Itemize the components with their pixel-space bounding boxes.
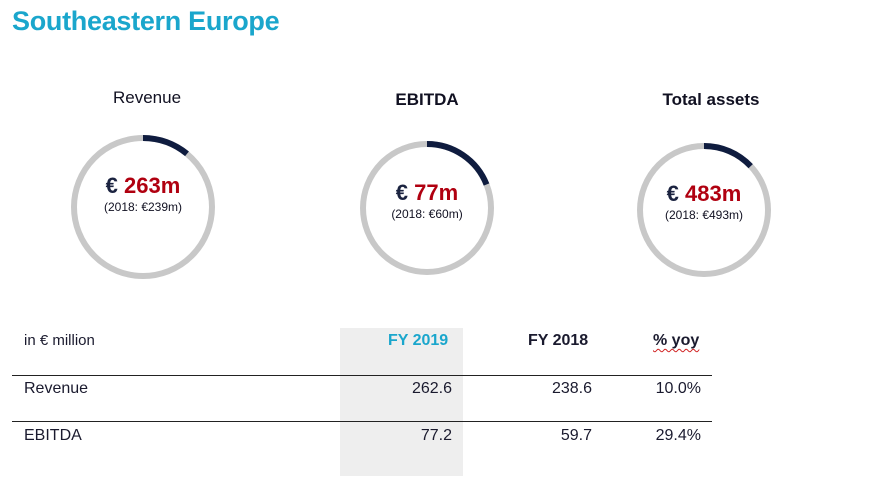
kpi-value: € 483m — [604, 182, 804, 206]
cell-fy2018: 59.7 — [560, 427, 592, 444]
yoy-header-text: % yoy — [653, 332, 700, 349]
table-header-yoy: % yoy — [653, 332, 699, 350]
currency-symbol: € — [105, 173, 118, 198]
cell-fy2019: 262.6 — [411, 380, 452, 397]
table-header-fy2019: FY 2019 — [388, 332, 449, 349]
kpi-title: Revenue — [112, 88, 182, 107]
value-amount: 483m — [685, 181, 742, 206]
table-header-fy2018: FY 2018 — [528, 332, 589, 349]
kpi-title: Total assets — [662, 90, 760, 109]
currency-symbol: € — [395, 180, 409, 205]
value-amount: 263m — [124, 173, 181, 198]
cell-fy2018: 238.6 — [551, 380, 592, 397]
kpi-value: € 263m — [43, 174, 243, 198]
kpi-previous: (2018: €239m) — [103, 200, 183, 214]
row-label: Revenue — [24, 380, 89, 397]
value-amount: 77m — [414, 180, 459, 205]
table-divider — [12, 421, 712, 422]
kpi-value: € 77m — [327, 181, 527, 205]
kpi-ring — [360, 141, 494, 275]
ring-fill — [71, 135, 215, 279]
row-label: EBITDA — [24, 427, 82, 444]
kpi-previous: (2018: €60m) — [391, 207, 463, 221]
kpi-ring — [71, 135, 215, 279]
cell-yoy: 10.0% — [655, 380, 701, 397]
cell-fy2019: 77.2 — [420, 427, 452, 444]
page-title: Southeastern Europe — [12, 6, 280, 36]
cell-yoy: 29.4% — [655, 427, 701, 444]
kpi-ring — [637, 143, 771, 277]
fy2019-column-highlight — [340, 328, 463, 476]
kpi-previous: (2018: €493m) — [664, 208, 744, 222]
kpi-title: EBITDA — [395, 90, 459, 109]
table-divider — [12, 375, 712, 376]
ring-fill — [360, 141, 494, 275]
table-unit-label: in € million — [24, 332, 95, 349]
currency-symbol: € — [666, 181, 679, 206]
ring-fill — [637, 143, 771, 277]
